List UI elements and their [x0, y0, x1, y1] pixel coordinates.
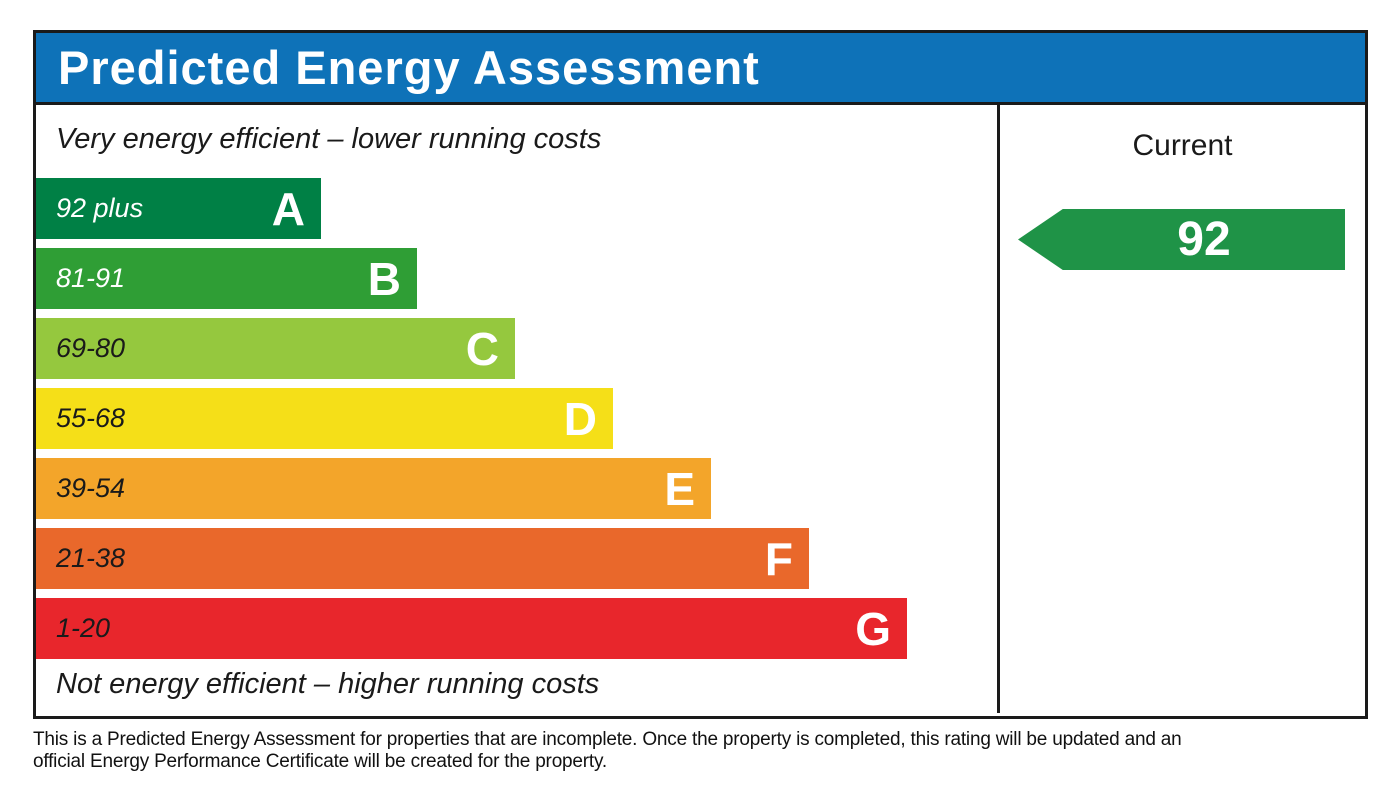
band-range-label: 21-38	[56, 543, 126, 573]
band-row-f: 21-38 F	[36, 528, 809, 589]
band-row-c: 69-80 C	[36, 318, 515, 379]
band-row-a: 92 plus A	[36, 178, 321, 239]
band-letter: C	[465, 322, 499, 375]
bottom-caption: Not energy efficient – higher running co…	[56, 668, 600, 700]
footer-note-line2: official Energy Performance Certificate …	[33, 751, 607, 772]
band-range-label: 92 plus	[56, 193, 144, 223]
current-rating-value: 92	[1177, 212, 1231, 266]
band-range-label: 55-68	[56, 403, 126, 433]
band-bars: 92 plus A 81-91 B 69-80 C 55-68 D	[36, 178, 907, 659]
band-row-g: 1-20 G	[36, 598, 907, 659]
epc-chart: Predicted Energy Assessment Very energy …	[33, 30, 1368, 719]
top-caption: Very energy efficient – lower running co…	[56, 123, 602, 155]
footer-note-line1: This is a Predicted Energy Assessment fo…	[33, 729, 1182, 750]
chart-body: Very energy efficient – lower running co…	[36, 105, 1365, 713]
band-row-d: 55-68 D	[36, 388, 613, 449]
band-range-label: 1-20	[56, 613, 111, 643]
band-row-b: 81-91 B	[36, 248, 417, 309]
chart-title-bar: Predicted Energy Assessment	[36, 33, 1365, 105]
band-letter: D	[563, 392, 597, 445]
band-range-label: 81-91	[56, 263, 126, 293]
band-range-label: 69-80	[56, 333, 126, 363]
band-letter: G	[855, 602, 891, 655]
band-letter: B	[367, 252, 401, 305]
band-letter: F	[764, 532, 793, 585]
rating-scale-panel: Very energy efficient – lower running co…	[36, 105, 1000, 713]
footer-note: This is a Predicted Energy Assessment fo…	[33, 729, 1183, 773]
band-letter: A	[271, 182, 305, 235]
chart-title: Predicted Energy Assessment	[58, 41, 760, 94]
current-rating-arrow: 92	[1018, 209, 1345, 270]
current-rating-panel: Current 92	[1000, 105, 1365, 713]
band-range-label: 39-54	[56, 473, 126, 503]
current-column-header: Current	[1132, 129, 1233, 162]
band-row-e: 39-54 E	[36, 458, 711, 519]
band-letter: E	[664, 462, 695, 515]
